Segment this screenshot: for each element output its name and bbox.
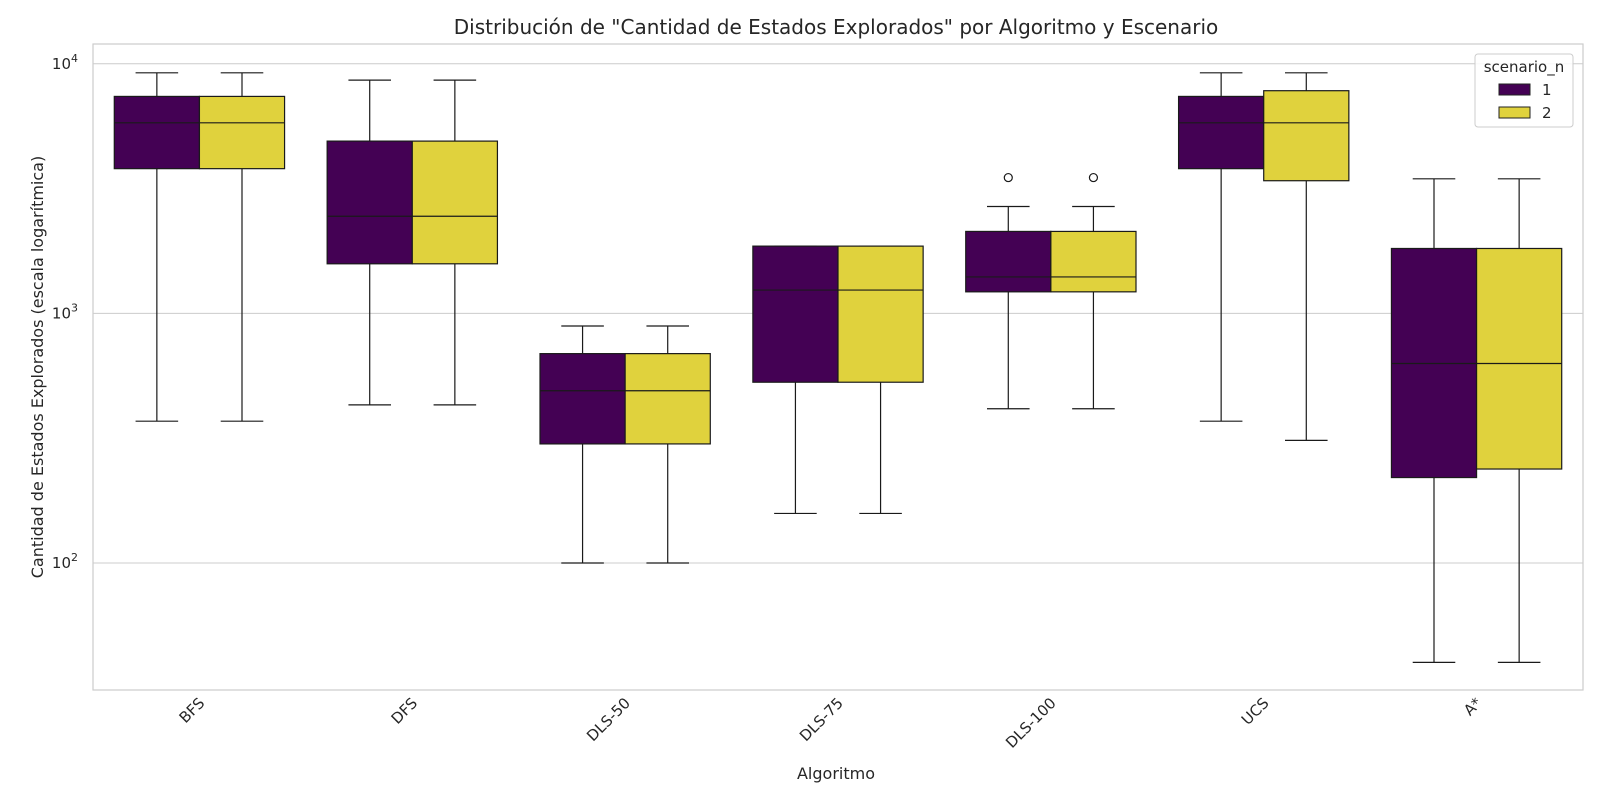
x-tick-label: DLS-50 [583,694,634,745]
box [624,353,711,445]
box [1050,230,1137,293]
box [198,95,286,170]
legend-label-1: 1 [1542,81,1552,99]
outlier-point [1088,172,1099,183]
legend-label-2: 2 [1542,104,1552,122]
box [752,245,839,383]
x-tick-label: BFS [176,694,209,727]
legend-swatch-2 [1498,106,1531,119]
legend-title: scenario_n [1484,58,1565,77]
box [1475,247,1563,470]
y-tick-label: 102 [52,551,78,572]
box [1263,90,1350,182]
legend: scenario_n 1 2 [1474,53,1574,128]
legend-swatch-1 [1498,83,1531,96]
outlier-point [1003,172,1013,183]
box [411,140,499,265]
box [113,95,201,170]
chart-title: Distribución de "Cantidad de Estados Exp… [454,15,1219,39]
x-tick-label: DLS-100 [1002,694,1060,752]
x-tick-label: DLS-75 [796,694,847,745]
x-axis-label: Algoritmo [797,764,875,783]
box [326,140,413,265]
y-axis-label: Cantidad de Estados Explorados (escala l… [28,156,47,578]
box [539,353,626,445]
x-tick-label: A* [1460,694,1486,720]
boxes [113,72,1563,663]
x-axis-ticks: BFS DFS DLS-50 DLS-75 DLS-100 UCS A* [176,694,1486,752]
box [965,230,1052,293]
x-tick-label: UCS [1238,694,1273,729]
box [1177,95,1265,170]
x-tick-label: DFS [388,694,422,728]
y-axis-ticks: 102 103 104 [52,52,78,572]
y-tick-label: 103 [52,301,78,322]
box [837,245,924,383]
y-tick-label: 104 [52,52,78,73]
